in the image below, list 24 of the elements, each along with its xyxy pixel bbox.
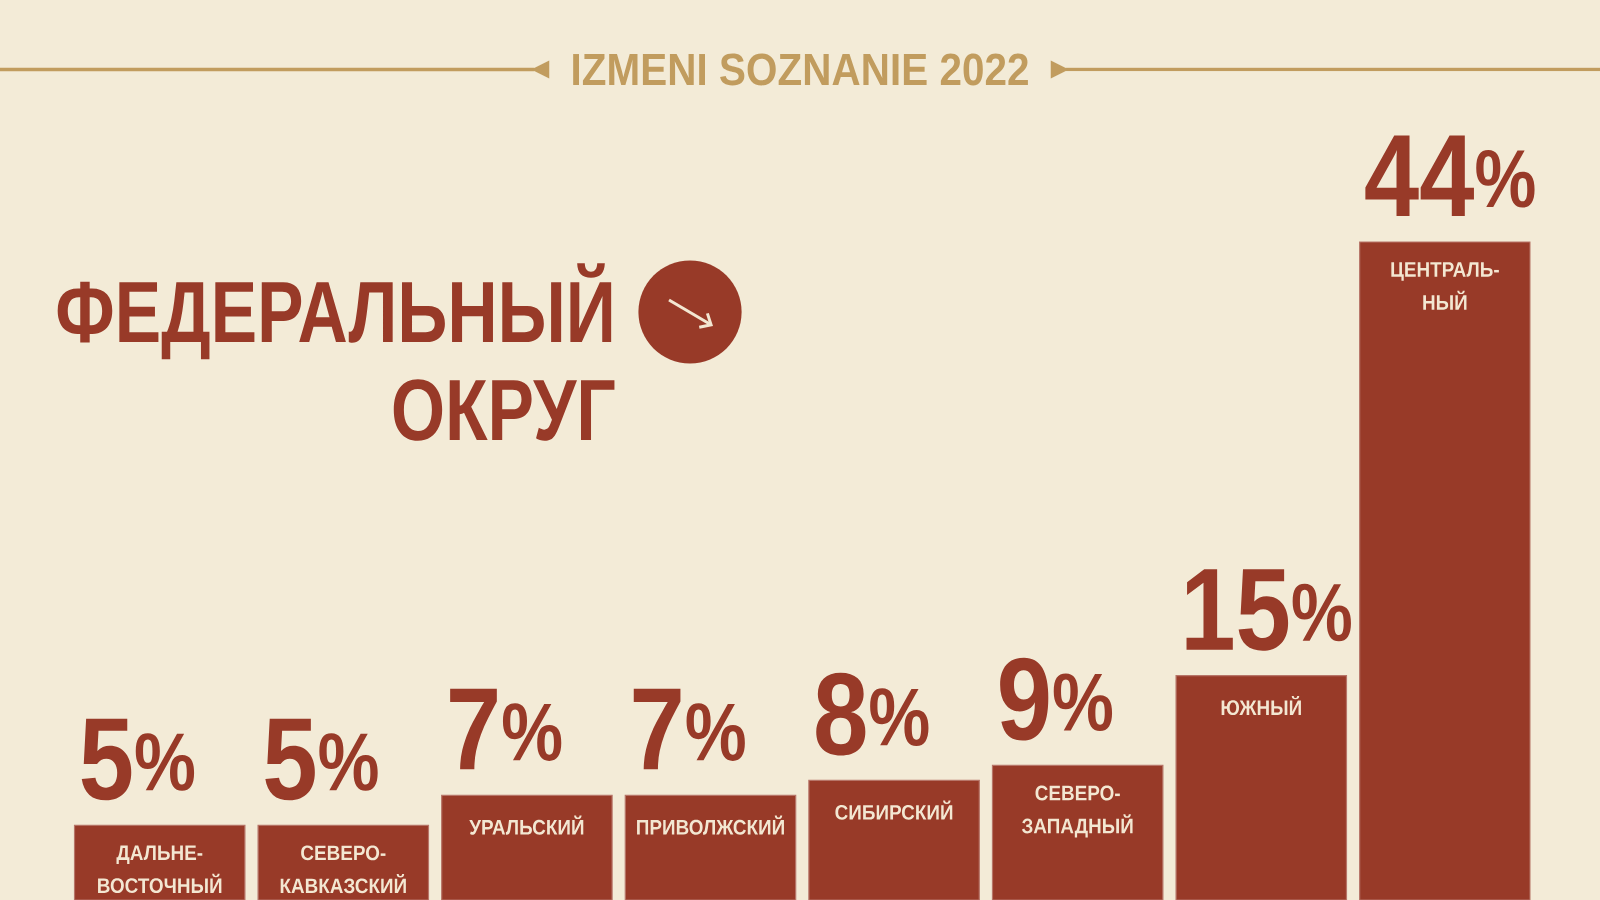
data-label: 5$^{%}$: [265, 718, 378, 801]
data-label: 5$^{%}$: [81, 718, 195, 801]
data-label: 44$^{%}$: [1365, 135, 1535, 216]
x-tick-label: ЮЖНЫЙ: [1221, 695, 1301, 716]
x-tick-label: УРАЛЬСКИЙ: [469, 815, 584, 835]
x-tick-label: СИБИРСКИЙ: [835, 800, 953, 820]
data-label: 15$^{%}$: [1186, 569, 1351, 651]
bar: [1175, 675, 1348, 900]
x-tick-label: СЕВЕРО-ЗАПАДНЫЙ: [1021, 785, 1133, 838]
data-label: 7$^{%}$: [633, 688, 745, 770]
text: ФЕДЕРАЛЬНЫЙ ОКРУГ: [57, 263, 615, 441]
data-label: 9$^{%}$: [1000, 657, 1113, 741]
bar: [441, 794, 613, 900]
bar: [808, 779, 980, 900]
x-tick-label: ПРИВОЛЖСКИЙ: [637, 815, 784, 835]
data-label: 8$^{%}$: [816, 672, 929, 756]
x-tick-label: ДАЛЬНЕ-ВОСТОЧНЫЙ: [98, 845, 222, 894]
x-tick-label: ЦЕНТРАЛЬ-НЫЙ: [1391, 262, 1499, 310]
bar: [1359, 241, 1531, 900]
bar: [991, 764, 1164, 900]
chart-title: IZMENI SOZNANIE 2022: [573, 53, 1028, 86]
data-label: 7$^{%}$: [450, 688, 562, 770]
bar: [624, 794, 797, 900]
x-tick-label: СЕВЕРО-КАВКАЗСКИЙ: [280, 845, 406, 894]
